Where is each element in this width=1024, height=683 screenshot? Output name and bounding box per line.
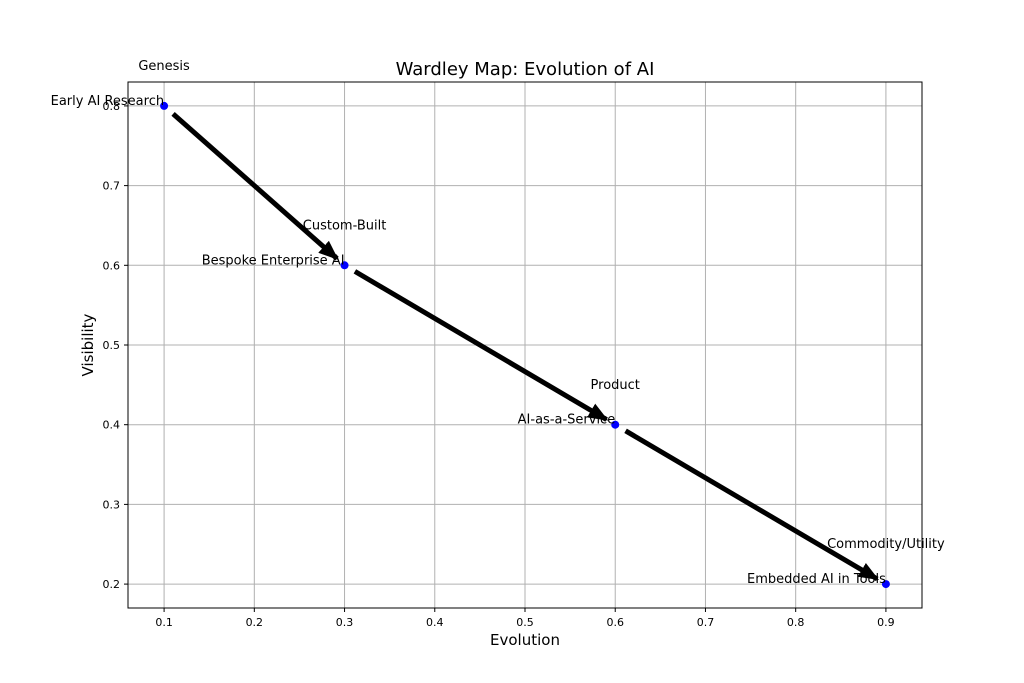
point-label: AI-as-a-Service — [518, 413, 616, 428]
point-label: Embedded AI in Tools — [747, 572, 886, 587]
y-tick-label: 0.5 — [103, 339, 121, 352]
y-axis-label: Visibility — [79, 313, 97, 376]
chart-title: Wardley Map: Evolution of AI — [396, 59, 655, 80]
evolution-arrow — [624, 428, 880, 582]
data-point — [160, 101, 169, 110]
evolution-arrow — [171, 111, 339, 261]
evolution-arrow — [353, 269, 609, 422]
x-tick-label: 0.8 — [787, 616, 805, 629]
x-tick-label: 0.9 — [877, 616, 895, 629]
y-tick-label: 0.4 — [103, 419, 121, 432]
point-label: Bespoke Enterprise AI — [202, 253, 345, 268]
x-tick-label: 0.3 — [336, 616, 354, 629]
x-tick-label: 0.2 — [246, 616, 264, 629]
x-axis-label: Evolution — [490, 631, 560, 649]
stage-label: Genesis — [138, 59, 190, 74]
data-point — [611, 420, 620, 429]
y-tick-label: 0.7 — [103, 180, 121, 193]
stage-label: Product — [591, 378, 640, 393]
stage-label: Custom-Built — [303, 218, 387, 233]
x-tick-label: 0.5 — [516, 616, 534, 629]
x-tick-label: 0.7 — [697, 616, 715, 629]
x-tick-label: 0.1 — [155, 616, 173, 629]
x-tick-label: 0.6 — [606, 616, 624, 629]
point-label: Early AI Research — [51, 94, 164, 109]
y-tick-label: 0.2 — [103, 578, 121, 591]
grid-lines — [128, 82, 922, 608]
data-point — [340, 261, 349, 270]
data-point — [881, 580, 890, 589]
y-tick-label: 0.6 — [103, 259, 121, 272]
axis-ticks: 0.1 0.2 0.3 0.4 0.5 0.6 0.7 0.8 0.9 0.2 0.3 0.4 0.5 0… — [103, 100, 895, 629]
stage-label: Commodity/Utility — [827, 537, 945, 552]
evolution-arrows — [171, 111, 880, 582]
y-tick-label: 0.3 — [103, 498, 121, 511]
x-tick-label: 0.4 — [426, 616, 444, 629]
annotations: Early AI Research Bespoke Enterprise AI AI… — [51, 59, 945, 587]
y-tick-label: 0.8 — [103, 100, 121, 113]
data-points — [160, 101, 890, 589]
